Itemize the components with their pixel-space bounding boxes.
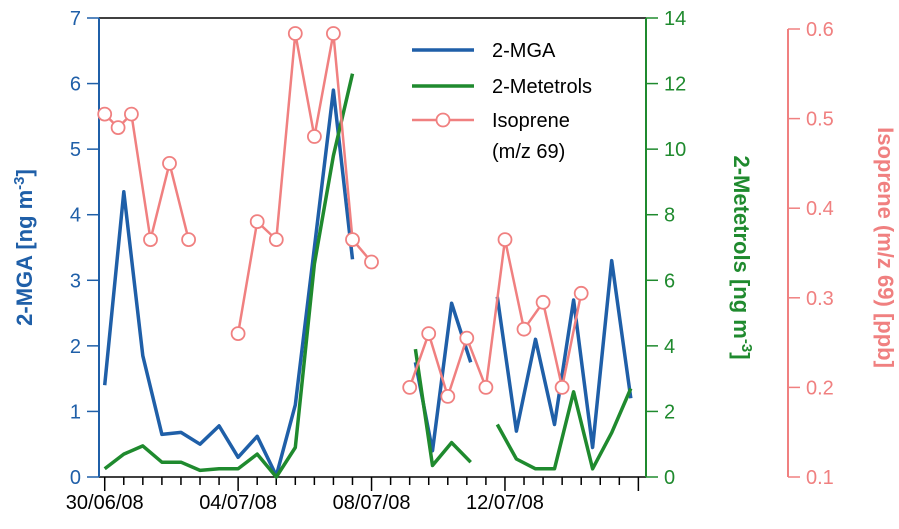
series-point-isoprene bbox=[181, 232, 197, 248]
legend: 2-MGA 2-Metetrols Isoprene (m/z 69) bbox=[412, 40, 592, 163]
right-axis-tick-label: 8 bbox=[664, 205, 675, 227]
x-axis-tick-label: 04/07/08 bbox=[199, 492, 277, 514]
series-point-isoprene bbox=[325, 26, 341, 41]
right-axis-tick-label: 14 bbox=[664, 8, 686, 30]
left-axis-tick-label: 5 bbox=[70, 139, 81, 161]
series-point-isoprene bbox=[402, 379, 418, 395]
series-point-isoprene bbox=[345, 232, 360, 248]
series-point-isoprene bbox=[459, 330, 475, 346]
left-axis-tick-label: 0 bbox=[70, 467, 81, 489]
series-point-isoprene bbox=[143, 232, 158, 248]
series-line-2-metetrols bbox=[413, 348, 472, 468]
far-right-axis-tick-label: 0.4 bbox=[806, 198, 834, 220]
series-line-2-metetrols bbox=[495, 387, 633, 471]
left-axis-tick-label: 1 bbox=[70, 401, 81, 423]
right-axis-tick-label: 10 bbox=[664, 139, 686, 161]
left-axis-tick-label: 4 bbox=[70, 205, 81, 227]
legend-label-2-metetrols: 2-Metetrols bbox=[492, 76, 592, 98]
left-axis-tick-label: 6 bbox=[70, 74, 81, 96]
left-axis-title-superscript: -3 bbox=[11, 176, 28, 189]
right-axis-tick-label: 4 bbox=[664, 336, 675, 358]
right-axis-tick-label: 2 bbox=[664, 401, 675, 423]
series-point-isoprene bbox=[440, 388, 456, 404]
legend-label-2-mga: 2-MGA bbox=[492, 40, 556, 62]
series-line-isoprene bbox=[408, 238, 583, 398]
series-point-isoprene bbox=[287, 26, 303, 41]
series-layer bbox=[97, 26, 633, 479]
series-point-isoprene bbox=[123, 106, 139, 122]
series-point-isoprene bbox=[97, 106, 113, 122]
far-right-axis-tick-label: 0.3 bbox=[806, 288, 834, 310]
series-point-isoprene bbox=[516, 321, 532, 337]
far-right-axis-tick-label: 0.1 bbox=[806, 467, 834, 489]
series-point-isoprene bbox=[110, 120, 126, 135]
right-axis-title-end: ] bbox=[729, 352, 754, 359]
x-axis-tick-label: 12/07/08 bbox=[466, 492, 544, 514]
right-axis-tick-label: 0 bbox=[664, 467, 675, 489]
series-point-isoprene bbox=[162, 155, 177, 171]
left-axis-tick-label: 3 bbox=[70, 270, 81, 292]
series-point-isoprene bbox=[249, 214, 265, 230]
right-axis-title-superscript: -3 bbox=[738, 339, 755, 352]
left-axis-tick-label: 7 bbox=[70, 8, 81, 30]
right-axis-tick-label: 12 bbox=[664, 74, 686, 96]
series-point-isoprene bbox=[268, 232, 284, 248]
right-axis-title: 2-Metetrols [ng m-3] bbox=[729, 155, 755, 359]
x-axis-tick-label: 08/07/08 bbox=[333, 492, 411, 514]
legend-label-isoprene: Isoprene bbox=[492, 110, 570, 132]
far-right-axis-tick-label: 0.2 bbox=[806, 377, 834, 399]
series-point-isoprene bbox=[573, 285, 589, 301]
legend-label-isoprene-line2: (m/z 69) bbox=[492, 141, 565, 163]
right-axis-tick-label: 6 bbox=[664, 270, 675, 292]
series-point-isoprene bbox=[364, 254, 379, 270]
series-point-isoprene bbox=[554, 379, 570, 395]
far-right-axis-tick-label: 0.6 bbox=[806, 19, 834, 41]
x-axis-tick-label: 30/06/08 bbox=[66, 492, 144, 514]
far-right-axis-title: Isoprene (m/z 69) [ppb] bbox=[873, 127, 898, 368]
left-axis-tick-label: 2 bbox=[70, 336, 81, 358]
far-right-axis-tick-label: 0.5 bbox=[806, 109, 834, 131]
series-line-2-metetrols bbox=[103, 73, 355, 479]
series-line-2-mga bbox=[102, 88, 355, 478]
series-point-isoprene bbox=[497, 232, 513, 248]
legend-marker-isoprene bbox=[435, 112, 451, 128]
series-point-isoprene bbox=[306, 129, 322, 144]
series-point-isoprene bbox=[421, 326, 437, 342]
series-point-isoprene bbox=[478, 379, 494, 395]
series-point-isoprene bbox=[230, 326, 246, 342]
left-axis-title: 2-MGA [ng m-3] bbox=[11, 169, 37, 326]
left-axis-title-end: ] bbox=[12, 169, 37, 176]
series-line-2-mga bbox=[495, 258, 633, 450]
series-point-isoprene bbox=[535, 294, 551, 310]
